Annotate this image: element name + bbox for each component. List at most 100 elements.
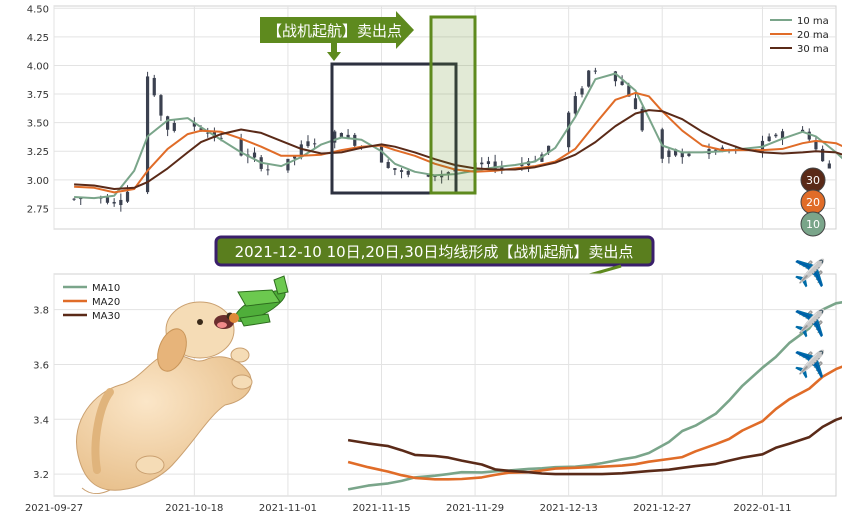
bottom-panel: 3.2 3.4 3.6 3.8 2021-09-27 2021-10-18 2021-11… (25, 257, 842, 514)
end-badge-10: 10 (800, 211, 826, 237)
candle-body (239, 138, 243, 156)
bottom-ma-lines (347, 300, 842, 491)
candle-body (353, 134, 357, 146)
bottom-x-tick-label: 2022-01-11 (733, 503, 791, 514)
candle-body (620, 81, 624, 85)
candle-body (774, 134, 778, 137)
candle-body (567, 112, 571, 148)
legend-label-MA10: MA10 (92, 283, 120, 294)
banner-down-arrow (327, 43, 341, 61)
candle-body (299, 144, 303, 157)
bottom-ma10-line (347, 300, 842, 491)
candle-body (306, 141, 310, 147)
legend-label-MA20: MA20 (92, 297, 120, 308)
candle-body (673, 149, 678, 156)
candle-body (680, 152, 684, 158)
candle-body (587, 70, 591, 87)
top-panel: 2.75 3.00 3.25 3.50 3.75 4.00 4.25 4.50 【战机起航】卖… (27, 4, 842, 237)
airplane-emoji-ma10: ✈️ (794, 257, 826, 289)
candle-body (286, 158, 290, 171)
top-y-tick-label: 4.50 (27, 4, 49, 15)
candle-body (580, 88, 584, 95)
candle-body (266, 169, 270, 171)
bottom-x-tick-label: 2021-09-27 (25, 503, 83, 514)
candle-body (399, 170, 404, 172)
top-ma10-line (74, 72, 842, 200)
candle-body (112, 201, 116, 204)
candle-body (720, 147, 724, 150)
candle-body (406, 170, 410, 175)
candle-body (800, 129, 805, 132)
top-y-axis: 2.75 3.00 3.25 3.50 3.75 4.00 4.25 4.50 (27, 4, 49, 215)
sell-point-banner: 【战机起航】卖出点 (260, 11, 414, 61)
candle-body (546, 145, 551, 153)
candle-body (426, 174, 430, 177)
legend-label-ma10: 10 ma (797, 16, 829, 27)
candle-body (192, 122, 196, 127)
candle-body (540, 154, 544, 162)
bottom-x-tick-label: 2021-12-13 (540, 503, 598, 514)
candle-body (667, 150, 671, 157)
candle-body (79, 198, 83, 200)
svg-text:✈️: ✈️ (794, 348, 826, 380)
svg-text:✈️: ✈️ (794, 307, 826, 339)
candle-body (486, 161, 491, 165)
candle-body (807, 131, 811, 140)
candle-body (480, 162, 484, 165)
candle-body (252, 152, 257, 158)
candle-body (633, 98, 638, 110)
candle-body (333, 131, 337, 143)
top-y-tick-label: 3.25 (27, 147, 49, 158)
bottom-x-tick-label: 2021-11-15 (352, 503, 410, 514)
candle-body (379, 145, 384, 163)
bottom-y-tick-label: 3.2 (33, 470, 49, 481)
candle-body (446, 172, 450, 174)
legend-label-MA30: MA30 (92, 311, 120, 322)
candle-body (206, 132, 210, 134)
end-badge-20-label: 20 (806, 196, 820, 209)
candle-body (640, 108, 644, 131)
candle-body (827, 163, 831, 169)
end-badge-10-label: 10 (806, 218, 820, 231)
top-y-tick-label: 4.25 (27, 33, 49, 44)
candle-body (393, 168, 397, 170)
bottom-x-tick-label: 2021-12-27 (633, 503, 691, 514)
callout: 2021-12-10 10日,20日,30日均线形成【战机起航】卖出点 (214, 235, 655, 285)
end-badge-30-label: 30 (806, 174, 820, 187)
dog-illustration (76, 301, 253, 494)
highlight-box-green (429, 15, 477, 195)
candle-body (627, 85, 631, 97)
candle-body (72, 198, 76, 200)
candle-body (293, 155, 297, 159)
candle-body (119, 199, 123, 206)
candle-body (613, 71, 618, 82)
bottom-x-tick-label: 2021-11-01 (259, 503, 317, 514)
top-y-tick-label: 3.00 (27, 176, 49, 187)
top-y-tick-label: 4.00 (27, 61, 49, 72)
banner-label: 【战机起航】卖出点 (267, 22, 402, 40)
candle-body (821, 148, 825, 162)
candle-body (780, 131, 785, 139)
candle-body (105, 197, 110, 203)
candle-body (346, 134, 350, 139)
legend-label-ma30: 30 ma (797, 44, 829, 55)
candle-body (714, 149, 718, 151)
candle-body (593, 70, 597, 72)
callout-box (214, 235, 655, 267)
candle-body (145, 76, 150, 193)
candle-body (172, 122, 176, 131)
callout-text: 2021-12-10 10日,20日,30日均线形成【战机起航】卖出点 (235, 243, 634, 261)
bottom-y-axis: 3.2 3.4 3.6 3.8 (33, 306, 49, 481)
top-ma-lines (74, 72, 842, 200)
top-y-tick-label: 3.50 (27, 119, 49, 130)
candle-body (493, 161, 497, 170)
bottom-y-tick-label: 3.6 (33, 360, 49, 371)
bottom-y-tick-label: 3.4 (33, 415, 49, 426)
bottom-ma30-line (347, 416, 842, 476)
top-y-tick-label: 3.75 (27, 90, 49, 101)
bottom-ma20-line (347, 365, 842, 481)
candle-body (152, 77, 156, 96)
airplane-emoji-ma30: ✈️ (794, 348, 826, 380)
bottom-legend: MA10 MA20 MA30 (63, 283, 120, 322)
